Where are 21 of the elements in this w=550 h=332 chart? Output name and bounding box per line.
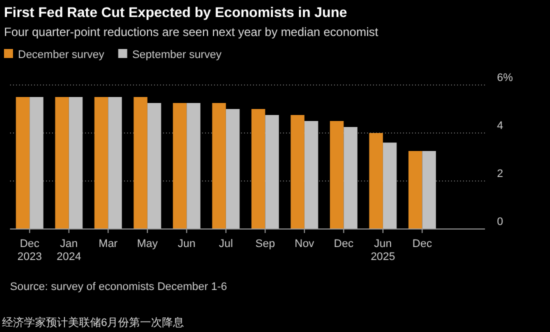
x-tick-label: Jan 2024: [56, 238, 82, 264]
chart-title: First Fed Rate Cut Expected by Economists in June: [4, 4, 348, 20]
legend-label: December survey: [18, 49, 105, 61]
x-tick-label: May: [137, 238, 158, 250]
y-tick-label: 6%: [497, 72, 514, 84]
x-tick-label: Dec: [334, 238, 354, 250]
x-tick-label: Jul: [218, 238, 233, 250]
y-tick-label: 0: [497, 216, 504, 228]
x-tick-label: Dec 2023: [17, 238, 42, 264]
legend-label: September survey: [132, 49, 222, 61]
x-tick-label: Sep: [255, 238, 275, 250]
x-tick-label: Jun: [178, 238, 196, 250]
x-tick-label: Nov: [294, 238, 315, 250]
x-tick-label: Mar: [98, 238, 118, 250]
x-tick-label: Dec: [412, 238, 432, 250]
x-tick-label: Jun 2025: [370, 238, 396, 264]
y-tick-label: 4: [497, 120, 504, 132]
source-note: Source: survey of economists December 1-6: [10, 281, 228, 293]
chart-subtitle: Four quarter-point reductions are seen next year by median economist: [4, 25, 379, 39]
text: 经济学家预计美联储6月份第一次降息: [2, 316, 184, 329]
y-tick-label: 2: [497, 168, 504, 180]
